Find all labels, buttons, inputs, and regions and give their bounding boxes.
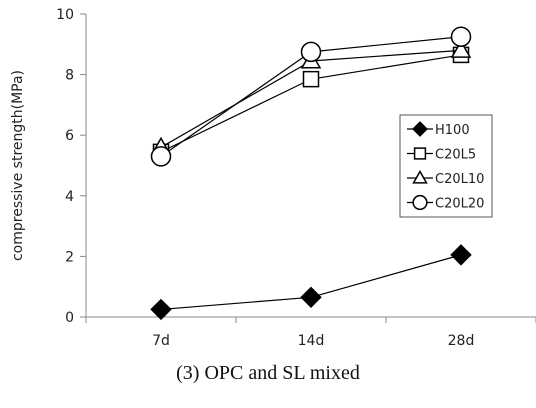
legend-entry: H100 [407,121,470,138]
circle-marker [150,146,172,167]
series-c20l20 [150,26,472,167]
legend: H100 C20L5 C20L10 C20L20 [399,114,493,218]
diamond-marker [412,121,428,137]
circle-marker [450,26,472,47]
circle-marker [300,41,322,63]
y-tick-label: 0 [65,310,74,326]
diamond-marker [450,244,472,266]
legend-entry: C20L10 [407,170,484,187]
circle-marker [412,194,428,211]
y-axis-title: compressive strength(MPa) [10,70,26,261]
y-tick-label: 2 [65,249,74,265]
y-tick-label: 6 [65,128,74,144]
triangle-marker [412,170,428,184]
series-layer [150,26,472,321]
y-tick-label: 4 [65,189,74,205]
diamond-marker [300,286,322,309]
axes: 0 2 4 6 8 10 7d 14d 28d compressive strength(MPa) [10,7,536,349]
line-chart: 0 2 4 6 8 10 7d 14d 28d compressive strength(MPa)… [10,7,536,349]
x-tick-label: 7d [152,333,170,349]
square-marker [302,70,320,88]
legend-label: C20L10 [435,172,484,187]
figure-caption: (3) OPC and SL mixed [176,362,360,384]
y-tick-label: 10 [56,7,74,23]
legend-entry: C20L5 [407,147,476,163]
legend-label: C20L5 [435,148,476,163]
legend-label: H100 [435,123,470,138]
x-tick-label: 28d [448,333,475,349]
legend-entry: C20L20 [407,194,484,212]
triangle-marker [450,39,472,58]
diamond-marker [150,298,172,321]
series-h100 [150,244,472,321]
x-tick-label: 14d [298,333,325,349]
square-marker [413,147,427,160]
legend-label: C20L20 [435,197,484,212]
y-tick-label: 8 [65,68,74,84]
